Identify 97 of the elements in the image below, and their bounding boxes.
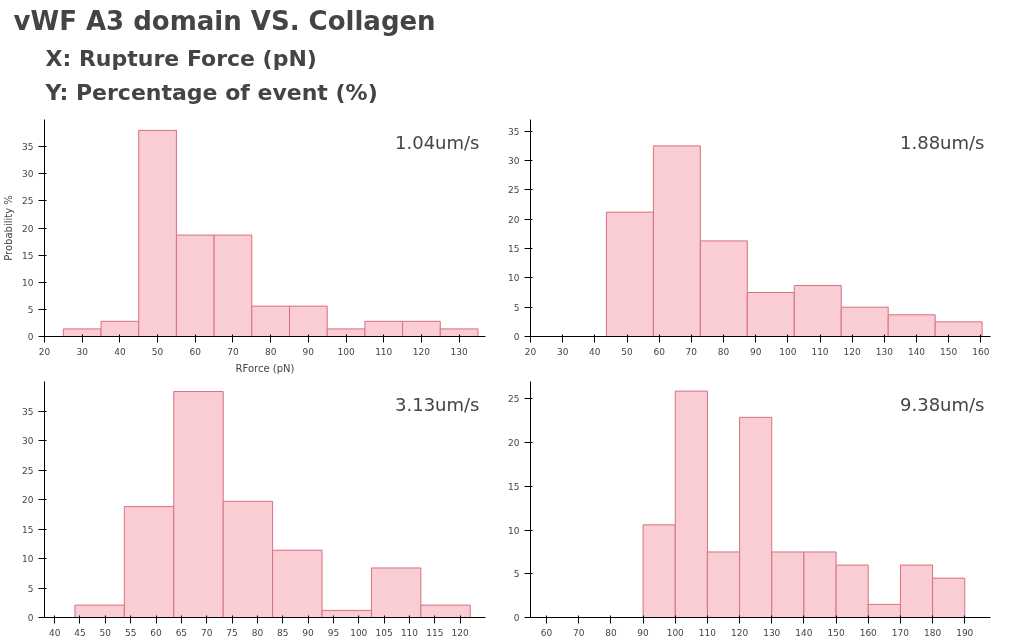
- x-tick-label: 180: [924, 627, 942, 638]
- x-tick-label: 90: [637, 627, 650, 638]
- x-tick-label: 85: [277, 627, 289, 638]
- y-tick-label: 30: [22, 169, 34, 180]
- x-tick-label: 150: [827, 627, 845, 638]
- x-tick-label: 120: [412, 346, 431, 357]
- x-tick-label: 150: [940, 346, 958, 357]
- x-tick-label: 170: [891, 627, 910, 638]
- x-tick-label: 55: [124, 627, 137, 638]
- y-tick-label: 20: [508, 438, 520, 449]
- x-axis-title: RForce (pN): [235, 362, 295, 374]
- x-tick-label: 110: [698, 627, 717, 638]
- y-tick-label: 10: [508, 273, 520, 284]
- x-tick-label: 80: [251, 627, 264, 638]
- y-tick-label: 20: [22, 223, 34, 234]
- annotation: 1.04um/s: [395, 131, 480, 153]
- x-tick-label: 140: [795, 627, 813, 638]
- x-tick-label: 110: [400, 627, 419, 638]
- x-tick-label: 20: [38, 346, 51, 357]
- y-tick-label: 10: [22, 277, 34, 288]
- x-tick-label: 115: [426, 627, 444, 638]
- x-tick-label: 120: [843, 346, 862, 357]
- x-tick-label: 140: [907, 346, 926, 357]
- x-tick-label: 160: [859, 627, 878, 638]
- x-tick-label: 130: [450, 346, 468, 357]
- annotation: 3.13um/s: [395, 393, 480, 415]
- y-tick-label: 0: [27, 613, 34, 623]
- y-axis-title: Probability %: [3, 195, 15, 261]
- y-tick-label: 30: [508, 156, 520, 167]
- x-tick-label: 60: [653, 346, 666, 357]
- y-tick-label: 0: [513, 332, 520, 342]
- y-tick-label: 15: [508, 244, 520, 255]
- x-tick-label: 90: [302, 346, 315, 357]
- text: Y: Percentage of event (%): [44, 79, 378, 105]
- y-tick-label: 25: [22, 465, 34, 476]
- x-tick-label: 40: [589, 346, 601, 357]
- annotation: 9.38um/s: [900, 393, 985, 415]
- y-tick-label: 15: [508, 481, 520, 492]
- x-tick-label: 105: [375, 627, 393, 638]
- y-tick-label: 30: [22, 436, 34, 446]
- x-tick-label: 50: [151, 346, 164, 357]
- y-tick-label: 20: [22, 495, 34, 505]
- y-tick-label: 0: [27, 332, 34, 342]
- x-tick-label: 160: [972, 346, 990, 357]
- y-tick-label: 15: [22, 524, 34, 535]
- x-tick-label: 80: [717, 346, 730, 357]
- x-tick-label: 130: [763, 627, 781, 638]
- text: X: Rupture Force (pN): [45, 45, 317, 71]
- y-tick-label: 0: [513, 613, 520, 623]
- x-tick-label: 75: [226, 627, 238, 638]
- x-tick-label: 110: [375, 346, 393, 357]
- y-tick-label: 35: [22, 142, 34, 153]
- text: vWF A3 domain VS. Collagen: [13, 5, 436, 36]
- x-tick-label: 70: [685, 346, 698, 357]
- x-tick-label: 70: [227, 346, 239, 357]
- x-tick-label: 50: [99, 627, 112, 638]
- x-tick-label: 120: [451, 627, 470, 638]
- x-tick-label: 70: [200, 627, 213, 638]
- x-tick-label: 120: [731, 627, 749, 638]
- x-tick-label: 40: [48, 627, 61, 638]
- y-tick-label: 5: [27, 583, 34, 594]
- x-tick-label: 50: [621, 346, 633, 357]
- y-tick-label: 5: [513, 569, 520, 580]
- annotation: 1.88um/s: [900, 131, 985, 153]
- x-tick-label: 110: [811, 346, 829, 357]
- y-tick-label: 25: [508, 394, 520, 405]
- y-tick-label: 20: [508, 214, 520, 225]
- y-tick-label: 5: [513, 302, 520, 313]
- x-tick-label: 30: [556, 346, 569, 357]
- x-tick-label: 95: [327, 627, 340, 638]
- y-tick-label: 5: [27, 304, 34, 315]
- x-tick-label: 60: [150, 627, 163, 638]
- x-tick-label: 45: [74, 627, 86, 638]
- x-tick-label: 30: [76, 346, 89, 357]
- y-tick-label: 35: [22, 406, 34, 417]
- x-tick-label: 80: [264, 346, 277, 357]
- y-tick-label: 25: [508, 185, 520, 196]
- x-tick-label: 90: [749, 346, 762, 357]
- x-tick-label: 20: [524, 346, 537, 357]
- x-tick-label: 80: [605, 627, 617, 638]
- x-tick-label: 70: [573, 627, 585, 638]
- y-tick-label: 10: [22, 554, 34, 564]
- y-tick-label: 15: [22, 250, 34, 261]
- y-tick-label: 10: [508, 525, 520, 536]
- x-tick-label: 100: [779, 346, 797, 357]
- x-tick-label: 100: [666, 627, 685, 638]
- x-tick-label: 100: [337, 346, 355, 357]
- x-tick-label: 130: [875, 346, 894, 357]
- y-tick-label: 35: [508, 126, 520, 137]
- x-tick-label: 100: [350, 627, 368, 638]
- x-tick-label: 60: [540, 627, 553, 638]
- x-tick-label: 60: [189, 346, 202, 357]
- y-tick-label: 25: [22, 196, 34, 207]
- x-tick-label: 40: [114, 346, 126, 357]
- x-tick-label: 90: [302, 627, 315, 638]
- x-tick-label: 190: [956, 627, 974, 638]
- x-tick-label: 65: [175, 627, 188, 638]
